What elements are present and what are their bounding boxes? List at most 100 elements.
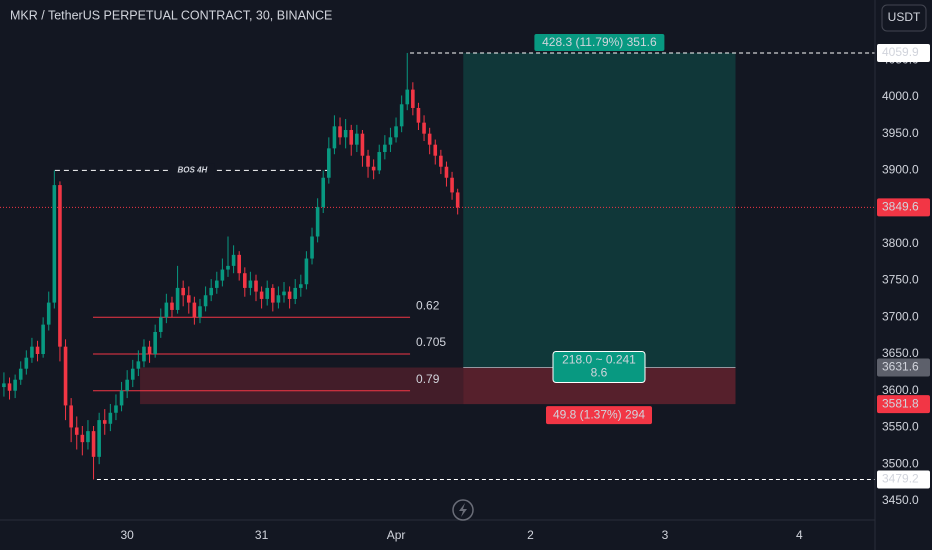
- candle-body: [254, 280, 258, 292]
- candle-body: [439, 155, 443, 167]
- drawings: [0, 52, 875, 480]
- x-tick-label: Apr: [387, 528, 406, 542]
- candle-body: [220, 269, 225, 281]
- candle-body: [226, 265, 230, 270]
- center-label-bg: [552, 351, 646, 384]
- candle-body: [198, 306, 202, 318]
- candle-body: [259, 291, 264, 299]
- x-tick-label: 3: [662, 528, 669, 542]
- candle-body: [181, 287, 185, 296]
- center-label-2: 8.6: [591, 366, 608, 380]
- target-label: 428.3 (11.79%) 351.6: [542, 35, 657, 49]
- y-tick-label: 4000.0: [882, 89, 919, 103]
- candle-body: [2, 383, 6, 388]
- x-tick-label: 4: [796, 528, 803, 542]
- candle-body: [24, 357, 29, 369]
- candle-body: [366, 155, 370, 167]
- candle-body: [147, 346, 152, 355]
- candle-body: [416, 107, 421, 123]
- candle-body: [97, 420, 101, 457]
- candle-body: [158, 317, 163, 332]
- candle-body: [153, 331, 157, 355]
- candle-body: [237, 254, 241, 274]
- candles: [2, 52, 460, 480]
- y-tick-label: 3650.0: [882, 346, 919, 360]
- candle-body: [321, 177, 326, 208]
- center-label: 218.0 ~ 0.241: [562, 353, 636, 367]
- candle-body: [80, 434, 85, 443]
- fib-label: 0.705: [416, 335, 446, 349]
- candle-body: [265, 287, 270, 299]
- icon-bolt[interactable]: [459, 503, 467, 517]
- candle-body: [293, 287, 298, 299]
- price-label: 3581.8: [882, 396, 919, 410]
- candle-body: [102, 420, 107, 424]
- candle-body: [394, 126, 398, 138]
- candle-body: [310, 236, 314, 259]
- stop-label-bg: [546, 406, 652, 425]
- candle-body: [388, 137, 393, 145]
- candle-body: [282, 291, 286, 296]
- candle-body: [383, 144, 387, 153]
- chart-title: MKR / TetherUS PERPETUAL CONTRACT, 30, B…: [10, 8, 332, 22]
- y-tick-label: 3700.0: [882, 309, 919, 323]
- candle-body: [371, 166, 376, 171]
- candle-body: [164, 302, 169, 318]
- candle-body: [349, 130, 354, 145]
- candle-body: [231, 254, 236, 266]
- candle-body: [299, 284, 303, 288]
- price-label: 4059.9: [882, 45, 919, 59]
- price-label: 3479.2: [882, 472, 919, 486]
- currency-button[interactable]: [881, 4, 927, 32]
- candle-body: [41, 324, 45, 355]
- x-tick-label: 30: [120, 528, 134, 542]
- candle-body: [315, 207, 320, 237]
- candle-body: [30, 346, 34, 358]
- candle-body: [377, 152, 382, 171]
- icon-circle[interactable]: [452, 499, 474, 521]
- y-tick-label: 3750.0: [882, 273, 919, 287]
- x-tick-label: 2: [527, 528, 534, 542]
- candle-body: [58, 185, 62, 347]
- candle-body: [192, 302, 197, 318]
- y-tick-label: 3900.0: [882, 163, 919, 177]
- candle-body: [399, 104, 404, 127]
- fib-label: 0.79: [416, 372, 440, 386]
- price-label-bg: [877, 395, 930, 414]
- candle-body: [405, 89, 410, 105]
- candle-body: [343, 130, 348, 138]
- candle-body: [130, 368, 135, 380]
- y-tick-label: 3800.0: [882, 236, 919, 250]
- candle-body: [287, 291, 292, 299]
- candle-body: [13, 379, 17, 391]
- replay-icon[interactable]: [452, 499, 474, 521]
- candle-body: [433, 144, 438, 156]
- candle-body: [455, 192, 460, 208]
- candle-body: [74, 427, 79, 435]
- candle-body: [411, 89, 415, 108]
- candle-body: [35, 346, 40, 355]
- candle-body: [422, 122, 426, 134]
- fib-label: 0.62: [416, 298, 440, 312]
- profit-zone: [463, 52, 736, 368]
- candle-body: [18, 368, 23, 380]
- candle-body: [271, 287, 275, 303]
- price-label-bg: [877, 198, 930, 217]
- candle-body: [242, 273, 247, 288]
- price-label-bg: [877, 470, 930, 489]
- candle-body: [427, 133, 432, 145]
- bos-label: BOS 4H: [178, 166, 208, 175]
- candle-body: [338, 126, 342, 138]
- y-tick-label: 3500.0: [882, 456, 919, 470]
- candle-body: [46, 302, 51, 325]
- candle-body: [170, 302, 174, 310]
- candle-body: [327, 148, 331, 178]
- candle-body: [175, 287, 180, 310]
- candle-body: [444, 166, 449, 178]
- candle-body: [248, 280, 253, 288]
- candle-body: [125, 379, 129, 391]
- candle-body: [214, 280, 219, 288]
- currency-button-label[interactable]: USDT: [888, 10, 921, 24]
- candle-body: [69, 405, 73, 428]
- candle-body: [86, 431, 90, 443]
